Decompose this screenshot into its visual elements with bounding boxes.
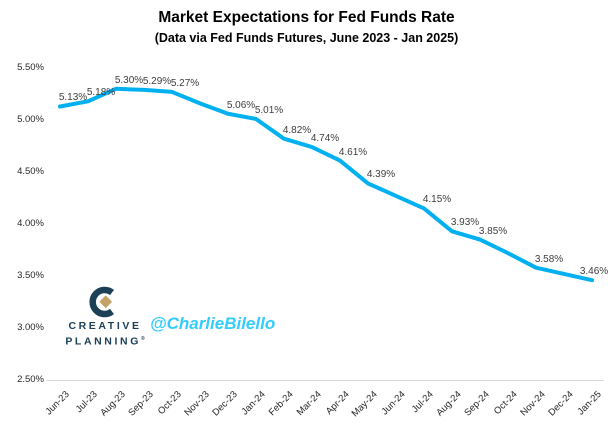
data-label: 3.93% [450,217,480,229]
data-label: 3.46% [579,266,609,278]
logo-text-line2: PLANNING® [65,335,145,348]
logo-monogram-icon [89,286,114,318]
y-axis-tick-label: 2.50% [17,374,44,385]
data-label: 5.29% [142,75,172,87]
y-axis-tick-label: 4.50% [17,166,44,177]
page-title: Market Expectations for Fed Funds Rate [158,9,455,26]
data-label: 4.61% [338,146,368,158]
page-subtitle: (Data via Fed Funds Futures, June 2023 -… [154,31,459,45]
registered-mark: ® [140,336,145,342]
data-label: 4.15% [422,194,452,206]
data-label: 4.39% [366,169,396,181]
data-label: 5.27% [170,77,200,89]
data-label: 5.13% [58,92,88,104]
data-label: 5.18% [86,87,116,99]
logo-text-line1: CREATIVE [68,320,142,332]
twitter-handle: @CharlieBilello [150,314,276,333]
data-label: 4.74% [310,133,340,145]
y-axis-tick-label: 4.00% [17,218,44,229]
y-axis-tick-label: 3.50% [17,270,44,281]
fed-funds-rate-line [58,86,594,283]
y-axis-tick-label: 5.50% [17,62,44,73]
data-label: 4.82% [282,124,312,136]
creative-planning-logo: CREATIVE PLANNING® [63,286,147,349]
y-axis-tick-label: 3.00% [17,322,44,333]
data-label: 3.85% [478,225,508,237]
data-label: 3.58% [534,253,564,265]
data-label: 5.06% [226,99,256,111]
y-axis-tick-label: 5.00% [17,114,44,125]
data-label: 5.30% [114,74,144,86]
data-label: 5.01% [254,104,284,116]
